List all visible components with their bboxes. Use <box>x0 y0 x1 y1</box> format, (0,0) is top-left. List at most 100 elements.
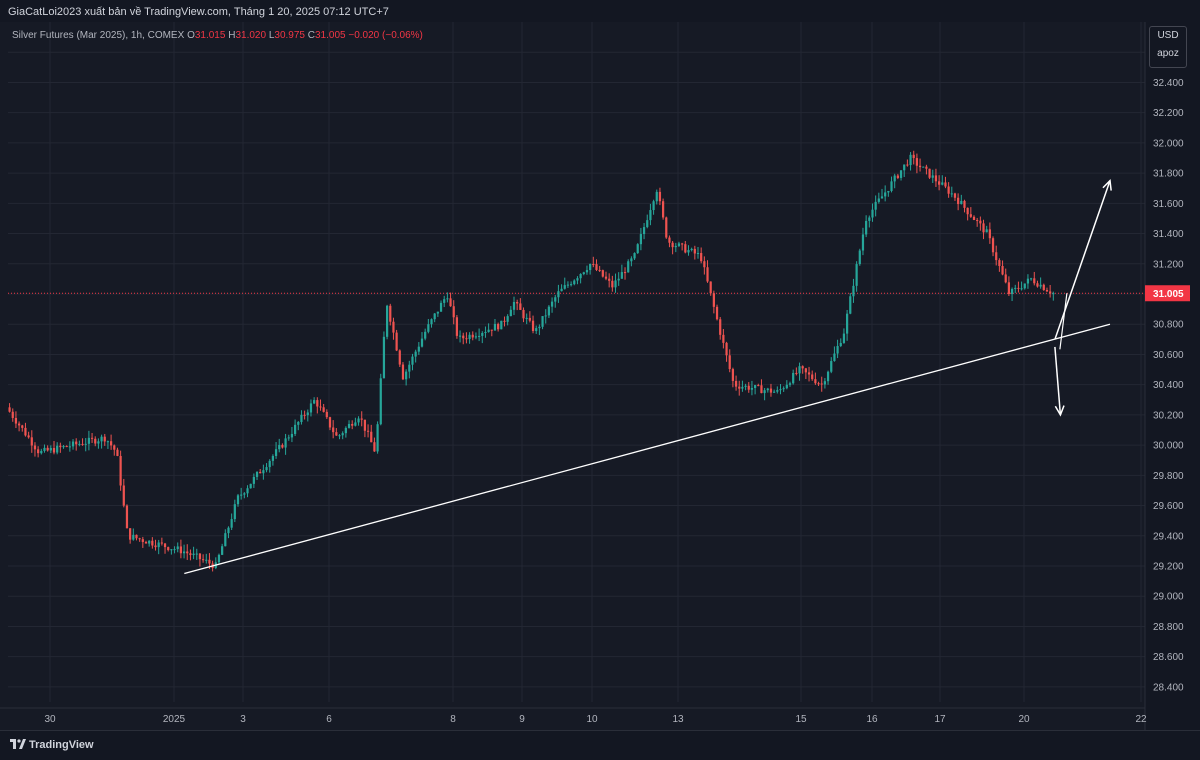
candle-body <box>627 261 630 273</box>
chart-svg[interactable]: 28.400 28.600 28.800 29.000 29.200 29.400 29.6… <box>0 22 1200 730</box>
candle-body <box>744 385 747 387</box>
candle <box>538 324 541 336</box>
candle-body <box>240 494 243 496</box>
candle <box>27 431 30 439</box>
candle <box>420 332 424 348</box>
candle-body <box>243 493 246 495</box>
candle <box>385 304 389 340</box>
candle <box>113 444 116 456</box>
currency-selector[interactable]: USD apoz <box>1149 26 1187 68</box>
candle <box>458 330 462 343</box>
candle-body <box>1007 282 1011 294</box>
candle <box>201 554 205 563</box>
candle <box>249 483 252 489</box>
candle-body <box>227 527 230 534</box>
candle <box>389 303 392 326</box>
candle <box>1004 268 1007 284</box>
tradingview-brand[interactable]: TradingView <box>10 739 94 751</box>
candle <box>430 318 433 328</box>
candle-body <box>804 368 807 373</box>
candle <box>617 272 620 286</box>
candle-body <box>858 250 861 265</box>
candle-body <box>274 449 278 456</box>
candle <box>598 265 601 272</box>
candle <box>221 543 224 556</box>
x-tick-label: 30 <box>44 714 56 725</box>
candle-body <box>823 381 827 385</box>
candle-body <box>677 243 681 246</box>
candle-body <box>766 388 769 391</box>
candle <box>750 380 754 396</box>
candle-body <box>665 217 668 238</box>
candle <box>582 271 585 276</box>
candle-body <box>734 380 738 387</box>
candle-body <box>11 411 14 418</box>
candle <box>186 544 189 560</box>
candle-body <box>271 455 275 461</box>
candle <box>960 194 963 205</box>
candle <box>157 539 160 555</box>
candle-body <box>531 320 535 332</box>
candle-body <box>493 323 497 331</box>
candle-body <box>865 220 868 235</box>
candle <box>722 329 725 349</box>
candle <box>144 540 148 544</box>
candle <box>687 245 690 256</box>
candle-body <box>268 460 271 468</box>
candle <box>65 445 68 448</box>
candle-body <box>928 168 931 178</box>
candle <box>75 438 78 451</box>
candle-body <box>173 549 176 551</box>
x-tick-label: 2025 <box>163 714 186 725</box>
candle-body <box>1023 283 1026 289</box>
chart-area[interactable]: 28.400 28.600 28.800 29.000 29.200 29.400 29.6… <box>0 22 1200 730</box>
candle-body <box>198 553 202 560</box>
candle-body <box>281 444 284 448</box>
candle-body <box>585 270 589 273</box>
candle-body <box>976 220 979 222</box>
candle <box>49 445 52 454</box>
candle <box>68 441 71 452</box>
candle <box>373 437 376 452</box>
candle-body <box>884 192 887 197</box>
candle-body <box>941 182 944 185</box>
candle <box>823 378 827 389</box>
candle <box>712 290 715 314</box>
high-label: H <box>228 30 236 41</box>
candle <box>1036 280 1039 288</box>
candle-body <box>411 356 414 365</box>
candle <box>408 360 411 379</box>
candle <box>804 367 807 380</box>
candle-body <box>40 450 43 454</box>
candle <box>1023 283 1026 290</box>
candle-body <box>414 351 417 357</box>
candle-body <box>30 437 33 446</box>
candle-body <box>614 280 617 288</box>
candle <box>589 263 592 275</box>
candle <box>503 316 506 327</box>
scale-mode-label[interactable]: apoz <box>1157 48 1179 59</box>
candle <box>865 215 868 238</box>
candle-body <box>43 447 46 451</box>
candle <box>173 546 176 554</box>
candle-body <box>37 449 40 454</box>
candle-body <box>14 417 18 424</box>
candle <box>56 442 59 455</box>
candle-body <box>170 549 173 551</box>
candle-body <box>452 306 455 318</box>
candle-body <box>246 488 249 494</box>
candle-body <box>741 386 744 389</box>
candle <box>839 338 842 348</box>
candle-body <box>186 551 189 554</box>
brand-label: TradingView <box>29 739 94 751</box>
candle <box>78 440 81 447</box>
candle <box>366 424 370 438</box>
candle <box>893 173 896 189</box>
candle <box>668 235 671 248</box>
candle <box>290 426 294 443</box>
symbol-info[interactable]: Silver Futures (Mar 2025), 1h, COMEX <box>12 30 185 41</box>
candle-body <box>820 383 823 385</box>
candle <box>912 150 915 165</box>
y-tick-label: 29.800 <box>1153 471 1184 482</box>
candle <box>462 332 465 345</box>
